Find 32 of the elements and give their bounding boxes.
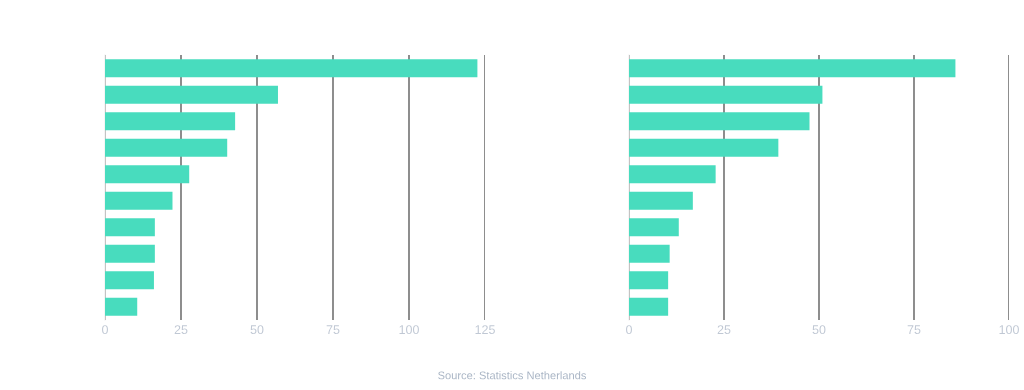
bar bbox=[629, 244, 670, 263]
x-tick-label: 100 bbox=[999, 325, 1019, 335]
bar bbox=[629, 191, 693, 210]
bar bbox=[105, 112, 236, 131]
bar bbox=[105, 218, 155, 237]
bar bbox=[105, 59, 478, 78]
bar bbox=[105, 271, 154, 290]
x-tick-label: 50 bbox=[812, 325, 826, 335]
bar bbox=[105, 191, 173, 210]
bar bbox=[629, 297, 669, 316]
x-tick-label: 0 bbox=[102, 325, 108, 335]
bar bbox=[105, 165, 190, 184]
x-tick-label: 50 bbox=[250, 325, 264, 335]
x-tick-label: 100 bbox=[399, 325, 419, 335]
x-tick-label: 25 bbox=[174, 325, 188, 335]
bar bbox=[105, 138, 228, 157]
bar bbox=[629, 85, 823, 104]
bar bbox=[629, 271, 669, 290]
x-tick-label: 75 bbox=[326, 325, 340, 335]
bar bbox=[105, 244, 155, 263]
x-tick-label: 0 bbox=[626, 325, 632, 335]
bar bbox=[629, 165, 716, 184]
x-tick-label: 75 bbox=[907, 325, 921, 335]
bar bbox=[629, 59, 956, 78]
x-tick-label: 25 bbox=[717, 325, 731, 335]
x-tick-label: 125 bbox=[475, 325, 495, 335]
bar bbox=[629, 112, 810, 131]
bar bbox=[629, 218, 679, 237]
bar bbox=[105, 85, 278, 104]
source-note: Source: Statistics Netherlands bbox=[438, 371, 587, 380]
bar bbox=[629, 138, 779, 157]
bar bbox=[105, 297, 138, 316]
